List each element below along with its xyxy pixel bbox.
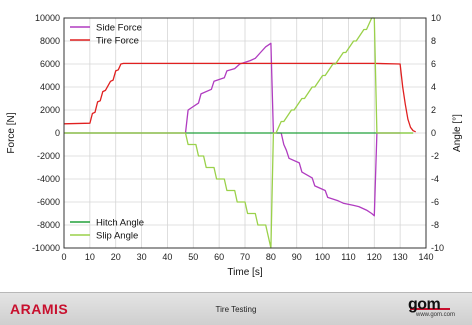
y-left-tick-label: 4000 — [40, 82, 60, 92]
y-left-tick-label: -10000 — [32, 243, 60, 253]
x-tick-label: 100 — [315, 252, 330, 262]
x-tick-label: 120 — [367, 252, 382, 262]
gom-logo: gom www.gom.com — [402, 296, 464, 321]
logo-underline-icon — [410, 308, 450, 310]
legends: Side Force Tire Force Hitch Angle Slip Angl… — [70, 23, 144, 242]
x-axis-label: Time [s] — [227, 267, 262, 278]
series-line-tire-force — [63, 62, 416, 133]
legend-entry: Tire Force — [96, 36, 139, 47]
y-left-tick-label: -6000 — [37, 197, 60, 207]
x-tick-label: 90 — [292, 252, 302, 262]
y-left-tick-label: 0 — [55, 128, 60, 138]
plot-frame — [63, 17, 427, 249]
x-tick-label: 30 — [137, 252, 147, 262]
legend-entry: Side Force — [96, 23, 142, 34]
y-axis-left-label: Force [N] — [6, 112, 17, 153]
x-tick-label: 40 — [162, 252, 172, 262]
y-right-tick-label: 6 — [431, 59, 436, 69]
y-left-tick-label: 6000 — [40, 59, 60, 69]
x-tick-label: 50 — [188, 252, 198, 262]
y-right-tick-label: 0 — [431, 128, 436, 138]
y-right-tick-label: 4 — [431, 82, 436, 92]
logo-text: gom — [408, 296, 441, 313]
x-tick-label: 60 — [214, 252, 224, 262]
x-tick-label: 130 — [393, 252, 408, 262]
tick-labels: 0 10 20 30 40 50 60 70 80 90 100 110 120 130 140100008… — [32, 13, 444, 262]
x-tick-label: 140 — [418, 252, 433, 262]
y-right-tick-label: 8 — [431, 36, 436, 46]
x-tick-label: 70 — [240, 252, 250, 262]
y-left-tick-label: -8000 — [37, 220, 60, 230]
series-line-side-force — [64, 42, 401, 217]
chart: 0 10 20 30 40 50 60 70 80 90 100 110 120 130 140100008… — [0, 0, 472, 292]
y-left-tick-label: 8000 — [40, 36, 60, 46]
y-right-tick-label: -8 — [431, 220, 439, 230]
x-tick-label: 0 — [61, 252, 66, 262]
footer-bar: ARAMIS Tire Testing gom www.gom.com — [0, 292, 472, 325]
series-layer — [63, 17, 416, 249]
y-right-tick-label: -10 — [431, 243, 444, 253]
chart-background — [0, 0, 472, 292]
x-tick-label: 80 — [266, 252, 276, 262]
x-tick-label: 110 — [341, 252, 355, 262]
y-right-tick-label: -4 — [431, 174, 439, 184]
legend-entry: Hitch Angle — [96, 218, 144, 229]
y-left-tick-label: -2000 — [37, 151, 60, 161]
y-left-tick-label: 2000 — [40, 105, 60, 115]
y-right-tick-label: -6 — [431, 197, 439, 207]
y-axis-right-label: Angle [°] — [452, 114, 463, 152]
y-left-tick-label: 10000 — [35, 13, 60, 23]
brand-name: ARAMIS — [10, 301, 69, 317]
legend-entry: Slip Angle — [96, 231, 138, 242]
footer-title: Tire Testing — [215, 305, 257, 314]
series-line-slip-angle — [64, 17, 414, 249]
y-right-tick-label: -2 — [431, 151, 439, 161]
y-right-tick-label: 2 — [431, 105, 436, 115]
y-right-tick-label: 10 — [431, 13, 441, 23]
x-tick-label: 20 — [111, 252, 121, 262]
logo-url: www.gom.com — [416, 312, 456, 318]
x-tick-label: 10 — [85, 252, 95, 262]
y-left-tick-label: -4000 — [37, 174, 60, 184]
